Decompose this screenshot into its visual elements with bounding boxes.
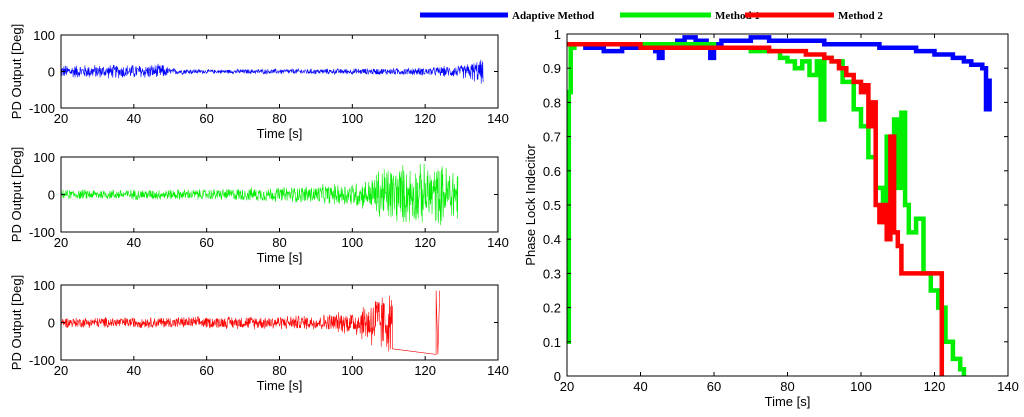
plot-area	[61, 163, 459, 226]
y-tick-label: 1	[554, 27, 561, 42]
x-axis-label: Time [s]	[765, 394, 811, 409]
series-line-adaptive-method	[567, 35, 992, 112]
y-tick-label: 100	[33, 28, 55, 43]
series-line	[61, 163, 459, 226]
y-tick-label: 100	[33, 150, 55, 165]
x-tick-label: 80	[780, 379, 794, 394]
y-tick-label: 0	[48, 188, 55, 203]
x-axis-label: Time [s]	[257, 378, 303, 393]
x-tick-label: 140	[487, 363, 509, 378]
y-tick-label: 0.4	[543, 232, 561, 247]
plot-area	[567, 35, 992, 376]
y-tick-label: 0	[48, 316, 55, 331]
x-tick-label: 40	[127, 111, 141, 126]
legend-label: Adaptive Method	[512, 10, 594, 22]
x-tick-label: 120	[924, 379, 946, 394]
y-tick-label: 0.1	[543, 335, 561, 350]
y-tick-label: 0.6	[543, 164, 561, 179]
plot-area	[61, 290, 440, 355]
y-axis-label: Phase Lock Indecitor	[523, 144, 538, 266]
x-tick-label: 60	[199, 111, 213, 126]
x-axis-label: Time [s]	[257, 126, 303, 141]
series-line	[61, 59, 484, 84]
x-tick-label: 80	[272, 363, 286, 378]
legend-entry: Adaptive Method	[420, 10, 594, 22]
panel-bottom-left: 20 40 60 80 100 120 140 -100 0 100 Time [s] PD Outp…	[9, 275, 509, 393]
x-tick-label: 40	[127, 235, 141, 250]
series-line	[61, 290, 440, 355]
x-axis-label: Time [s]	[257, 250, 303, 265]
legend-entry: Method 2	[745, 10, 883, 22]
x-tick-label: 60	[199, 363, 213, 378]
x-tick-label: 120	[414, 363, 436, 378]
x-tick-label: 100	[341, 363, 363, 378]
x-tick-label: 80	[272, 111, 286, 126]
x-tick-label: 60	[199, 235, 213, 250]
x-tick-label: 120	[414, 235, 436, 250]
x-tick-label: 20	[560, 379, 574, 394]
y-tick-label: 0.5	[543, 198, 561, 213]
x-tick-label: 140	[487, 111, 509, 126]
x-tick-label: 140	[997, 379, 1019, 394]
y-tick-label: 0	[48, 65, 55, 80]
panel-right: 20 40 60 80 100 120 140 0 0.1 0.2 0.3 0.4 0.5 0.6 0.7 0…	[523, 27, 1019, 409]
x-tick-label: 100	[341, 111, 363, 126]
y-tick-label: -100	[29, 353, 55, 368]
y-tick-label: 0	[554, 369, 561, 384]
legend: Adaptive Method Method 1 Method 2	[420, 10, 883, 22]
y-tick-label: -100	[29, 225, 55, 240]
y-tick-label: 0.9	[543, 61, 561, 76]
y-tick-label: 0.3	[543, 266, 561, 281]
legend-entry: Method 1	[620, 10, 760, 22]
x-tick-label: 40	[127, 363, 141, 378]
plot-area	[61, 59, 484, 84]
x-tick-label: 100	[850, 379, 872, 394]
x-tick-label: 40	[633, 379, 647, 394]
x-tick-label: 80	[272, 235, 286, 250]
legend-label: Method 2	[838, 10, 883, 22]
series-line-method-1	[567, 42, 967, 376]
y-tick-label: 0.2	[543, 301, 561, 316]
y-tick-label: 100	[33, 278, 55, 293]
y-axis-label: PD Output [Deg]	[9, 147, 24, 242]
y-axis-label: PD Output [Deg]	[9, 275, 24, 370]
y-tick-label: 0.7	[543, 130, 561, 145]
y-tick-label: 0.8	[543, 95, 561, 110]
panel-middle-left: 20 40 60 80 100 120 140 -100 0 100 Time [s] PD Outp…	[9, 147, 509, 265]
y-axis-label: PD Output [Deg]	[9, 24, 24, 119]
x-tick-label: 20	[54, 235, 68, 250]
y-tick-label: -100	[29, 101, 55, 116]
x-tick-label: 140	[487, 235, 509, 250]
x-tick-label: 20	[54, 363, 68, 378]
x-tick-label: 100	[341, 235, 363, 250]
x-tick-label: 60	[707, 379, 721, 394]
panel-top-left: 20 40 60 80 100 120 140 -100 0 100 Time [s] PD Outp…	[9, 24, 509, 141]
series-line-method-2	[567, 42, 945, 376]
x-tick-label: 20	[54, 111, 68, 126]
x-tick-label: 120	[414, 111, 436, 126]
